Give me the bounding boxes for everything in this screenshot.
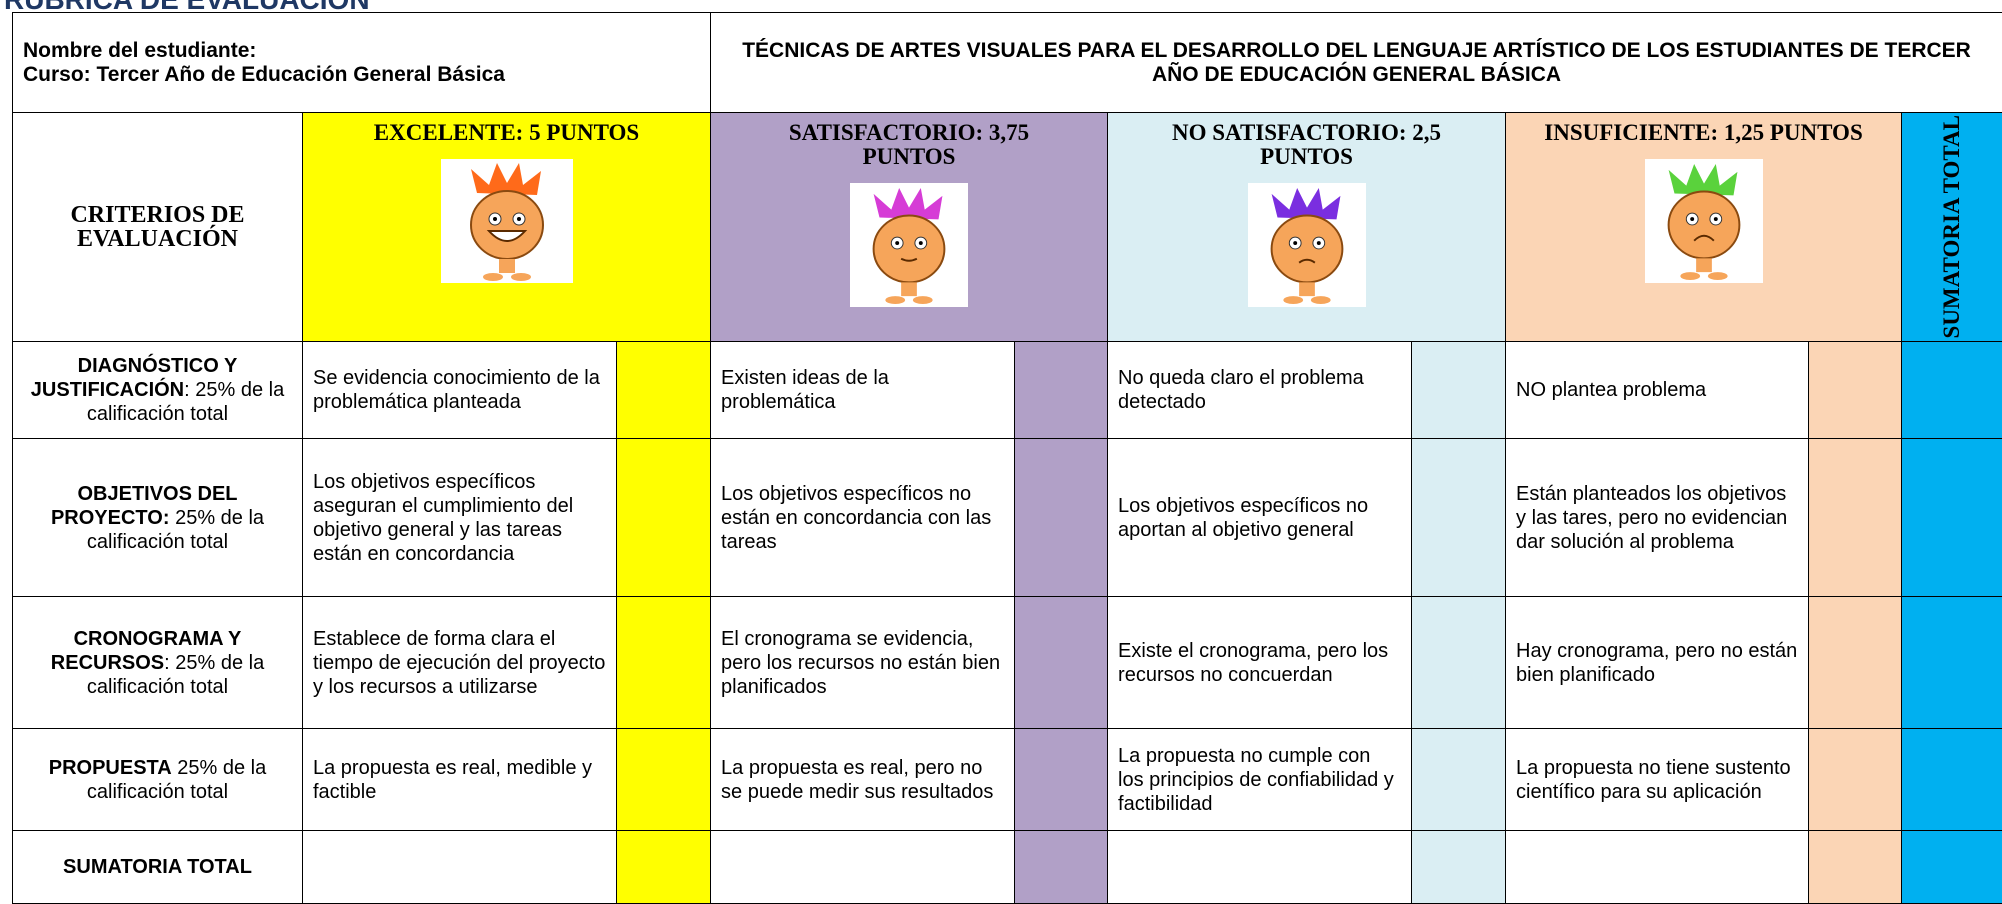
score-cell <box>1015 342 1108 439</box>
score-cell <box>1412 729 1506 831</box>
score-cell <box>1809 342 1902 439</box>
descriptor: Se evidencia conocimiento de la problemá… <box>303 342 617 439</box>
total-header: SUMATORIA TOTAL <box>1940 115 1964 338</box>
descriptor <box>1506 831 1809 904</box>
descriptor: La propuesta no tiene sustento científic… <box>1506 729 1809 831</box>
face <box>850 183 968 307</box>
level-header: SATISFACTORIO: 3,75 PUNTOS <box>711 113 1108 342</box>
score-cell <box>1809 597 1902 729</box>
descriptor: Los objetivos específicos no aportan al … <box>1108 439 1412 597</box>
face-icon <box>1645 159 1763 283</box>
total-cell <box>1902 729 2002 831</box>
descriptor <box>711 831 1015 904</box>
level-header: NO SATISFACTORIO: 2,5 PUNTOS <box>1108 113 1506 342</box>
face-icon <box>1248 183 1366 307</box>
score-cell <box>1015 597 1108 729</box>
score-cell <box>617 597 711 729</box>
face <box>1645 159 1763 283</box>
table-row: CRITERIOS DE EVALUACIÓN EXCELENTE: 5 PUNT… <box>13 113 2002 342</box>
total-header-cell: SUMATORIA TOTAL <box>1902 113 2002 342</box>
table-row: CRONOGRAMA Y RECURSOS: 25% de la calific… <box>13 597 2002 729</box>
score-cell <box>1809 729 1902 831</box>
student-label: Nombre del estudiante: <box>23 39 700 63</box>
level-header: EXCELENTE: 5 PUNTOS <box>303 113 711 342</box>
level-label: SATISFACTORIO: 3,75 PUNTOS <box>741 121 1077 169</box>
rubric-table: Nombre del estudiante:Curso: Tercer Año … <box>12 12 2002 904</box>
criterion-cell: CRONOGRAMA Y RECURSOS: 25% de la calific… <box>13 597 303 729</box>
level-label: EXCELENTE: 5 PUNTOS <box>333 121 680 145</box>
descriptor: Hay cronograma, pero no están bien plani… <box>1506 597 1809 729</box>
descriptor: Los objetivos específicos aseguran el cu… <box>303 439 617 597</box>
face-icon <box>441 159 573 283</box>
rubric-title: TÉCNICAS DE ARTES VISUALES PARA EL DESAR… <box>721 39 1992 87</box>
footer-cell: SUMATORIA TOTAL <box>13 831 303 904</box>
score-cell <box>1015 831 1108 904</box>
descriptor: Están planteados los objetivos y las tar… <box>1506 439 1809 597</box>
score-cell <box>1015 439 1108 597</box>
descriptor: La propuesta es real, pero no se puede m… <box>711 729 1015 831</box>
descriptor: Existen ideas de la problemática <box>711 342 1015 439</box>
total-cell <box>1902 597 2002 729</box>
table-row: Nombre del estudiante:Curso: Tercer Año … <box>13 13 2002 113</box>
descriptor <box>1108 831 1412 904</box>
criterion-cell: OBJETIVOS DEL PROYECTO: 25% de la califi… <box>13 439 303 597</box>
title-cell: TÉCNICAS DE ARTES VISUALES PARA EL DESAR… <box>711 13 2002 113</box>
total-cell <box>1902 342 2002 439</box>
table-row: DIAGNÓSTICO Y JUSTIFICACIÓN: 25% de la c… <box>13 342 2002 439</box>
score-cell <box>1015 729 1108 831</box>
level-label: INSUFICIENTE: 1,25 PUNTOS <box>1536 121 1871 145</box>
descriptor: Los objetivos específicos no están en co… <box>711 439 1015 597</box>
descriptor: La propuesta es real, medible y factible <box>303 729 617 831</box>
criteria-header: CRITERIOS DE EVALUACIÓN <box>63 203 252 251</box>
table-row: OBJETIVOS DEL PROYECTO: 25% de la califi… <box>13 439 2002 597</box>
descriptor: NO plantea problema <box>1506 342 1809 439</box>
level-header: INSUFICIENTE: 1,25 PUNTOS <box>1506 113 1902 342</box>
score-cell <box>1412 597 1506 729</box>
table-row: SUMATORIA TOTAL <box>13 831 2002 904</box>
score-cell <box>617 342 711 439</box>
score-cell <box>1412 439 1506 597</box>
face <box>1248 183 1366 307</box>
descriptor: No queda claro el problema detectado <box>1108 342 1412 439</box>
score-cell <box>1809 831 1902 904</box>
total-cell <box>1902 831 2002 904</box>
criterion-cell: PROPUESTA 25% de la calificación total <box>13 729 303 831</box>
criterion-name: PROPUESTA <box>49 757 172 779</box>
score-cell <box>1809 439 1902 597</box>
criterion-cell: DIAGNÓSTICO Y JUSTIFICACIÓN: 25% de la c… <box>13 342 303 439</box>
course-label: Curso: Tercer Año de Educación General B… <box>23 63 700 87</box>
score-cell <box>1412 831 1506 904</box>
face <box>441 159 573 283</box>
level-label: NO SATISFACTORIO: 2,5 PUNTOS <box>1138 121 1475 169</box>
descriptor: El cronograma se evidencia, pero los rec… <box>711 597 1015 729</box>
total-cell <box>1902 439 2002 597</box>
descriptor: La propuesta no cumple con los principio… <box>1108 729 1412 831</box>
score-cell <box>1412 342 1506 439</box>
footer-label: SUMATORIA TOTAL <box>63 856 252 878</box>
face-icon <box>850 183 968 307</box>
score-cell <box>617 729 711 831</box>
descriptor <box>303 831 617 904</box>
score-cell <box>617 439 711 597</box>
criteria-header-cell: CRITERIOS DE EVALUACIÓN <box>13 113 303 342</box>
score-cell <box>617 831 711 904</box>
descriptor: Existe el cronograma, pero los recursos … <box>1108 597 1412 729</box>
descriptor: Establece de forma clara el tiempo de ej… <box>303 597 617 729</box>
student-cell: Nombre del estudiante:Curso: Tercer Año … <box>13 13 711 113</box>
